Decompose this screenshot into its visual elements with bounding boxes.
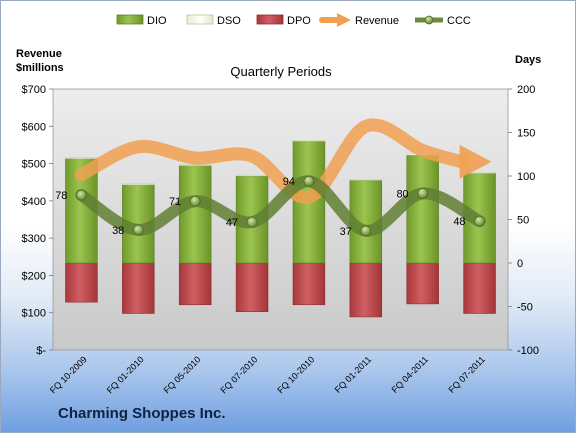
- ccc-data-label: 71: [169, 196, 181, 208]
- ccc-line: [75, 175, 486, 237]
- dio-bar: [406, 154, 439, 264]
- ccc-marker: [474, 215, 485, 227]
- x-axis-label-fq-04-2011: FQ 04-2011: [390, 354, 431, 395]
- dpo-bar: [235, 262, 269, 313]
- x-axis-label-fq-05-2010: FQ 05-2010: [162, 354, 203, 395]
- left-axis-tick-label: $-: [36, 345, 46, 357]
- dso-bar: [65, 157, 98, 159]
- ccc-data-label: 47: [226, 217, 238, 229]
- right-axis-tick-label: 100: [517, 171, 535, 183]
- x-axis-label-fq-10-2010: FQ 10-2010: [275, 354, 316, 395]
- dso-bar: [179, 164, 212, 166]
- left-axis-tick-label: $300: [22, 233, 46, 245]
- left-axis-tick-label: $400: [22, 196, 46, 208]
- x-axis-label-fq-01-2011: FQ 01-2011: [333, 354, 374, 395]
- ccc-marker: [417, 187, 429, 199]
- dpo-bar: [292, 262, 326, 306]
- chart-title: Quarterly Periods: [230, 64, 332, 79]
- legend-label-revenue: Revenue: [355, 15, 399, 27]
- left-axis-tick-label: $700: [22, 84, 46, 96]
- legend-swatch-dso: [186, 14, 214, 25]
- dpo-bar: [178, 262, 212, 306]
- right-axis-tick-label: -100: [517, 345, 539, 357]
- right-axis-tick-label: 200: [517, 84, 535, 96]
- ccc-marker: [303, 175, 315, 187]
- dso-bar: [122, 183, 155, 185]
- x-axis-label-fq-10-2009: FQ 10-2009: [48, 354, 89, 395]
- company-name: Charming Shoppes Inc.: [58, 405, 226, 422]
- dio-bar: [178, 165, 212, 264]
- dso-bar: [349, 179, 382, 181]
- legend-label-dpo: DPO: [287, 15, 311, 27]
- ccc-data-label: 80: [396, 188, 408, 200]
- legend-label-ccc: CCC: [447, 15, 471, 27]
- legend-swatch-revenue: [319, 13, 351, 27]
- dpo-bar: [406, 262, 439, 305]
- ccc-data-label: 37: [340, 226, 352, 238]
- ccc-marker: [132, 224, 144, 236]
- left-axis-title: Revenue $millions: [16, 48, 64, 74]
- ccc-marker: [360, 225, 372, 237]
- legend-label-dso: DSO: [217, 15, 241, 27]
- dso-bar: [235, 174, 269, 177]
- left-axis-tick-label: $600: [22, 121, 46, 133]
- right-axis-tick-label: 50: [517, 215, 529, 227]
- x-axis-label-fq-07-2010: FQ 07-2010: [218, 354, 259, 395]
- legend-label-dio: DIO: [147, 15, 167, 27]
- legend-swatch-dio: [116, 14, 144, 25]
- right-axis-title: Days: [515, 54, 541, 66]
- revenue-arrowhead: [459, 144, 492, 179]
- ccc-data-label: 38: [112, 225, 124, 237]
- dso-bar: [292, 140, 326, 142]
- x-axis-label-fq-01-2010: FQ 01-2010: [105, 354, 146, 395]
- legend: DIO DSO DPO Revenue CCC: [116, 13, 471, 27]
- dpo-bar: [122, 262, 155, 314]
- legend-swatch-ccc: [415, 15, 443, 25]
- dpo-bar: [349, 262, 383, 318]
- ccc-data-label: 48: [453, 216, 465, 228]
- right-axis-tick-label: 150: [517, 128, 535, 140]
- left-axis-tick-label: $500: [22, 159, 46, 171]
- left-axis-tick-label: $200: [22, 270, 46, 282]
- ccc-marker: [76, 189, 87, 201]
- left-axis-tick-label: $100: [22, 308, 46, 320]
- ccc-marker: [189, 195, 201, 207]
- x-axis-label-fq-07-2011: FQ 07-2011: [446, 354, 487, 395]
- dpo-bar: [65, 262, 98, 303]
- legend-swatch-dpo: [256, 14, 284, 25]
- ccc-data-label: 94: [283, 176, 295, 188]
- ccc-marker: [246, 216, 258, 228]
- right-axis-tick-label: -50: [517, 302, 533, 314]
- ccc-data-label: 78: [55, 190, 67, 202]
- right-axis-tick-label: 0: [517, 258, 523, 270]
- dpo-bar: [463, 262, 496, 314]
